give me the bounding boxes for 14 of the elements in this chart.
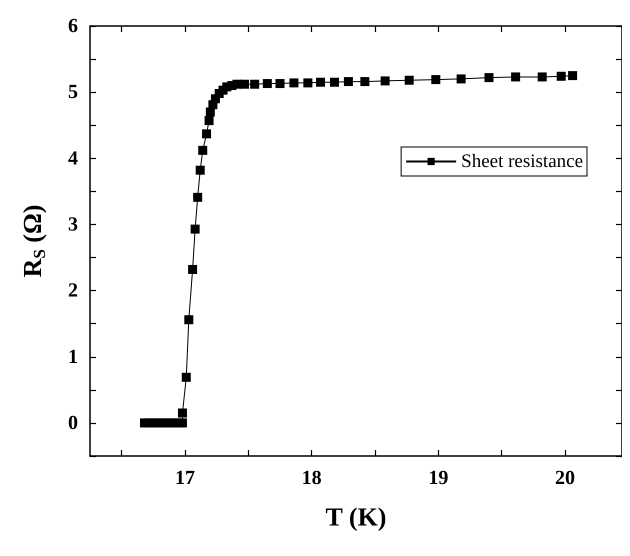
y-tick-label: 4	[68, 147, 78, 170]
legend-label: Sheet resistance	[461, 151, 584, 172]
y-tick-label: 2	[68, 280, 78, 302]
y-tick-label: 0	[68, 412, 78, 434]
y-tick-label: 3	[68, 213, 78, 236]
x-tick-label: 20	[555, 467, 575, 489]
y-tick-label: 1	[68, 346, 78, 368]
x-tick-label: 17	[175, 467, 195, 489]
y-axis-title: RS (Ω)	[18, 204, 49, 278]
x-tick-label: 19	[428, 467, 448, 489]
y-tick-label: 5	[68, 81, 78, 104]
x-tick-label: 18	[302, 467, 322, 489]
y-tick-label: 6	[68, 15, 78, 37]
x-axis-title: T (K)	[326, 502, 386, 532]
